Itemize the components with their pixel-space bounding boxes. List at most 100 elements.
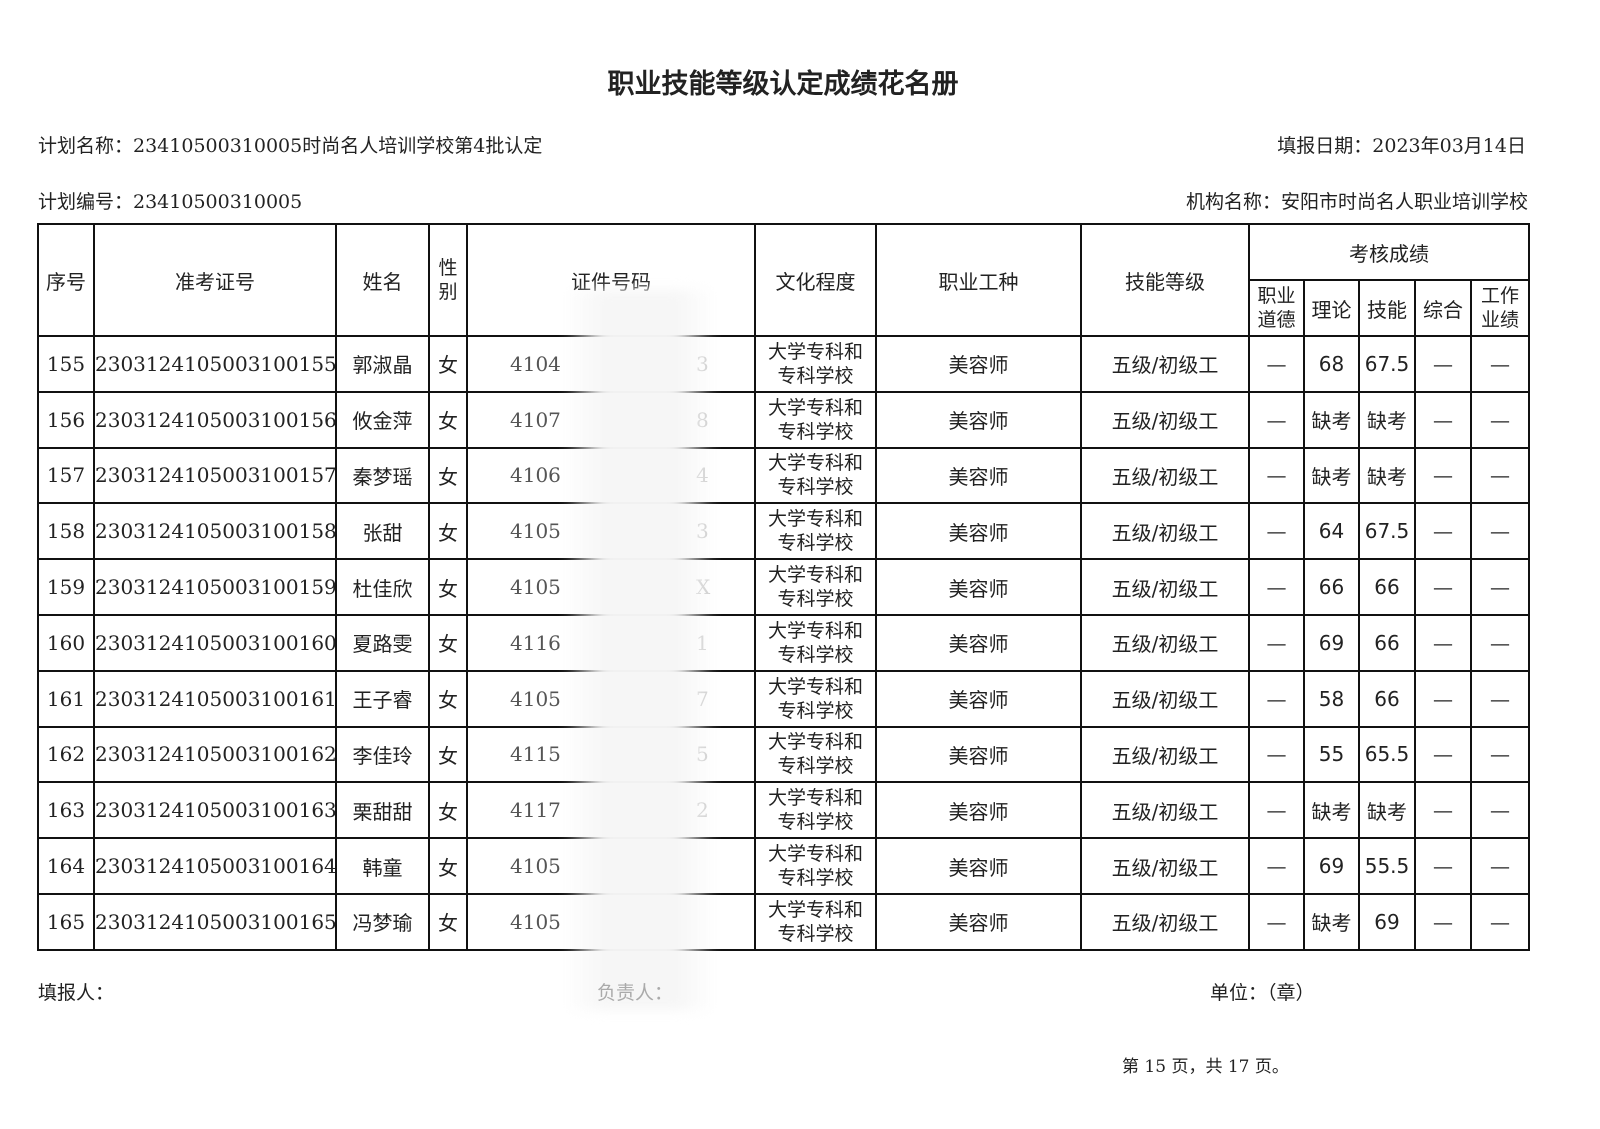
- skill-score: 66: [1358, 613, 1416, 672]
- education-line2: 专科学校: [777, 699, 854, 722]
- table-row: 163 2303124105003100163 栗甜甜 女 41172 大学专科…: [37, 781, 1531, 840]
- seq: 164: [37, 837, 95, 895]
- header-work: 工作业绩: [1469, 279, 1531, 337]
- work-score: —: [1469, 669, 1531, 728]
- seq: 162: [37, 725, 95, 784]
- id-prefix: 4105: [510, 686, 561, 711]
- id-prefix: 4107: [510, 407, 561, 432]
- table-row: 155 2303124105003100155 郭淑晶 女 41043 大学专科…: [37, 335, 1531, 393]
- education-line1: 大学专科和: [767, 508, 863, 531]
- table-row: 162 2303124105003100162 李佳玲 女 41155 大学专科…: [37, 725, 1531, 784]
- theory-score: 缺考: [1303, 892, 1360, 951]
- skill-level: 五级/初级工: [1080, 669, 1250, 728]
- ethics-score: —: [1248, 446, 1305, 505]
- theory-score: 缺考: [1303, 446, 1360, 505]
- theory-score: 68: [1303, 335, 1360, 393]
- skill-score: 67.5: [1358, 335, 1416, 393]
- skill-level: 五级/初级工: [1080, 781, 1250, 840]
- student-name: 秦梦瑶: [335, 446, 430, 505]
- skill-level: 五级/初级工: [1080, 390, 1250, 449]
- header-overall: 综合: [1414, 279, 1472, 337]
- id-prefix: 4105: [510, 519, 561, 544]
- skill-score: 缺考: [1358, 446, 1416, 505]
- seq: 165: [37, 892, 95, 951]
- theory-score: 66: [1303, 558, 1360, 616]
- exam-number: 2303124105003100165: [93, 892, 337, 951]
- student-name: 栗甜甜: [335, 781, 430, 840]
- plan-name: 计划名称：23410500310005时尚名人培训学校第4批认定: [38, 135, 543, 157]
- seq: 155: [37, 335, 95, 393]
- work-score: —: [1469, 390, 1531, 449]
- skill-score: 67.5: [1358, 502, 1416, 561]
- occupation: 美容师: [875, 446, 1082, 505]
- overall-score: —: [1414, 837, 1472, 895]
- seq: 160: [37, 613, 95, 672]
- page-title: 职业技能等级认定成绩花名册: [607, 69, 959, 100]
- student-name: 王子睿: [335, 669, 430, 728]
- education: 大学专科和 专科学校: [754, 892, 877, 951]
- occupation: 美容师: [875, 781, 1082, 840]
- education-line2: 专科学校: [777, 476, 854, 499]
- skill-level: 五级/初级工: [1080, 613, 1250, 672]
- education-line1: 大学专科和: [767, 564, 863, 587]
- work-score: —: [1469, 446, 1531, 505]
- education-line2: 专科学校: [777, 922, 854, 945]
- education-line2: 专科学校: [777, 755, 854, 778]
- header-name: 姓名: [335, 223, 430, 337]
- table-row: 156 2303124105003100156 攸金萍 女 41078 大学专科…: [37, 390, 1531, 449]
- gender: 女: [428, 558, 468, 616]
- education: 大学专科和 专科学校: [754, 669, 877, 728]
- theory-score: 缺考: [1303, 390, 1360, 449]
- skill-level: 五级/初级工: [1080, 892, 1250, 951]
- header-scores: 考核成绩: [1247, 223, 1531, 281]
- ethics-score: —: [1248, 669, 1305, 728]
- education-line2: 专科学校: [777, 364, 854, 387]
- ethics-score: —: [1248, 781, 1305, 840]
- education: 大学专科和 专科学校: [754, 502, 877, 561]
- education-line1: 大学专科和: [767, 843, 863, 866]
- overall-score: —: [1414, 613, 1472, 672]
- exam-number: 2303124105003100156: [93, 390, 337, 449]
- gender: 女: [428, 892, 468, 951]
- student-name: 李佳玲: [335, 725, 430, 784]
- seq: 159: [37, 558, 95, 616]
- occupation: 美容师: [875, 892, 1082, 951]
- education-line2: 专科学校: [777, 643, 854, 666]
- gender: 女: [428, 781, 468, 840]
- header-gender: 性别: [428, 223, 468, 337]
- theory-score: 缺考: [1303, 781, 1360, 840]
- skill-level: 五级/初级工: [1080, 558, 1250, 616]
- overall-score: —: [1414, 558, 1472, 616]
- student-name: 冯梦瑜: [335, 892, 430, 951]
- skill-score: 65.5: [1358, 725, 1416, 784]
- work-score: —: [1469, 781, 1531, 840]
- education-line1: 大学专科和: [767, 787, 863, 810]
- seq: 158: [37, 502, 95, 561]
- occupation: 美容师: [875, 725, 1082, 784]
- seq: 156: [37, 390, 95, 449]
- ethics-score: —: [1248, 502, 1305, 561]
- header-education: 文化程度: [754, 223, 877, 337]
- student-name: 攸金萍: [335, 390, 430, 449]
- education-line2: 专科学校: [777, 420, 854, 443]
- gender: 女: [428, 613, 468, 672]
- id-prefix: 4117: [510, 798, 561, 823]
- education: 大学专科和 专科学校: [754, 781, 877, 840]
- unit-seal-label: 单位：（章）: [1210, 982, 1315, 1004]
- student-name: 夏路雯: [335, 613, 430, 672]
- education: 大学专科和 专科学校: [754, 335, 877, 393]
- skill-level: 五级/初级工: [1080, 335, 1250, 393]
- education: 大学专科和 专科学校: [754, 558, 877, 616]
- filler-label: 填报人：: [38, 982, 115, 1004]
- header-theory: 理论: [1303, 279, 1360, 337]
- gender: 女: [428, 335, 468, 393]
- id-prefix: 4116: [510, 630, 561, 655]
- overall-score: —: [1414, 335, 1472, 393]
- id-prefix: 4104: [510, 351, 561, 376]
- occupation: 美容师: [875, 558, 1082, 616]
- header-ethics: 职业道德: [1248, 279, 1305, 337]
- education-line2: 专科学校: [777, 811, 854, 834]
- seq: 157: [37, 446, 95, 505]
- occupation: 美容师: [875, 502, 1082, 561]
- exam-number: 2303124105003100164: [93, 837, 337, 895]
